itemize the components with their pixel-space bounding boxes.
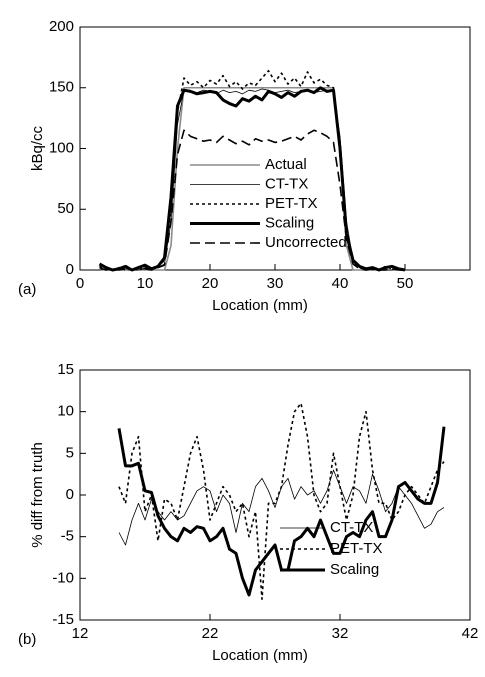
series-line — [99, 69, 405, 271]
x-axis-title: Location (mm) — [212, 297, 308, 314]
y-tick-label: -15 — [52, 611, 74, 628]
y-tick-label: 5 — [66, 444, 74, 461]
y-axis-title: kBq/cc — [29, 125, 46, 171]
plot-frame — [79, 369, 471, 621]
y-axis-title: % diff from truth — [29, 442, 46, 548]
x-tick-label: 42 — [462, 625, 479, 642]
legend-label: PET-TX — [265, 195, 318, 212]
legend-label: Uncorrected — [265, 234, 347, 251]
y-tick-label: 100 — [49, 139, 74, 156]
x-tick-label: 22 — [202, 625, 219, 642]
x-axis-title: Location (mm) — [212, 647, 308, 664]
y-tick-label: 10 — [57, 403, 74, 420]
x-tick-label: 10 — [137, 275, 154, 292]
series-line — [118, 402, 445, 600]
legend-label: CT-TX — [265, 175, 308, 192]
y-tick-label: 50 — [57, 200, 74, 217]
y-tick-label: 0 — [66, 261, 74, 278]
x-tick-label: 32 — [332, 625, 349, 642]
x-tick-label: 12 — [72, 625, 89, 642]
x-tick-label: 50 — [397, 275, 414, 292]
series-line — [98, 86, 406, 272]
legend-label: Actual — [265, 156, 307, 173]
y-tick-label: -5 — [61, 528, 74, 545]
legend-label: PET-TX — [330, 540, 383, 557]
x-tick-label: 40 — [332, 275, 349, 292]
y-tick-label: 200 — [49, 18, 74, 35]
legend-label: Scaling — [265, 214, 314, 231]
x-tick-label: 20 — [202, 275, 219, 292]
y-tick-label: -10 — [52, 569, 74, 586]
y-tick-label: 150 — [49, 79, 74, 96]
x-tick-label: 30 — [267, 275, 284, 292]
x-tick-label: 0 — [76, 275, 84, 292]
y-tick-label: 15 — [57, 361, 74, 378]
legend-label: CT-TX — [330, 519, 373, 536]
y-tick-label: 0 — [66, 486, 74, 503]
legend-label: Scaling — [330, 561, 379, 578]
series-line — [99, 129, 405, 271]
panel-label: (a) — [18, 281, 36, 298]
panel-label: (b) — [18, 631, 36, 648]
